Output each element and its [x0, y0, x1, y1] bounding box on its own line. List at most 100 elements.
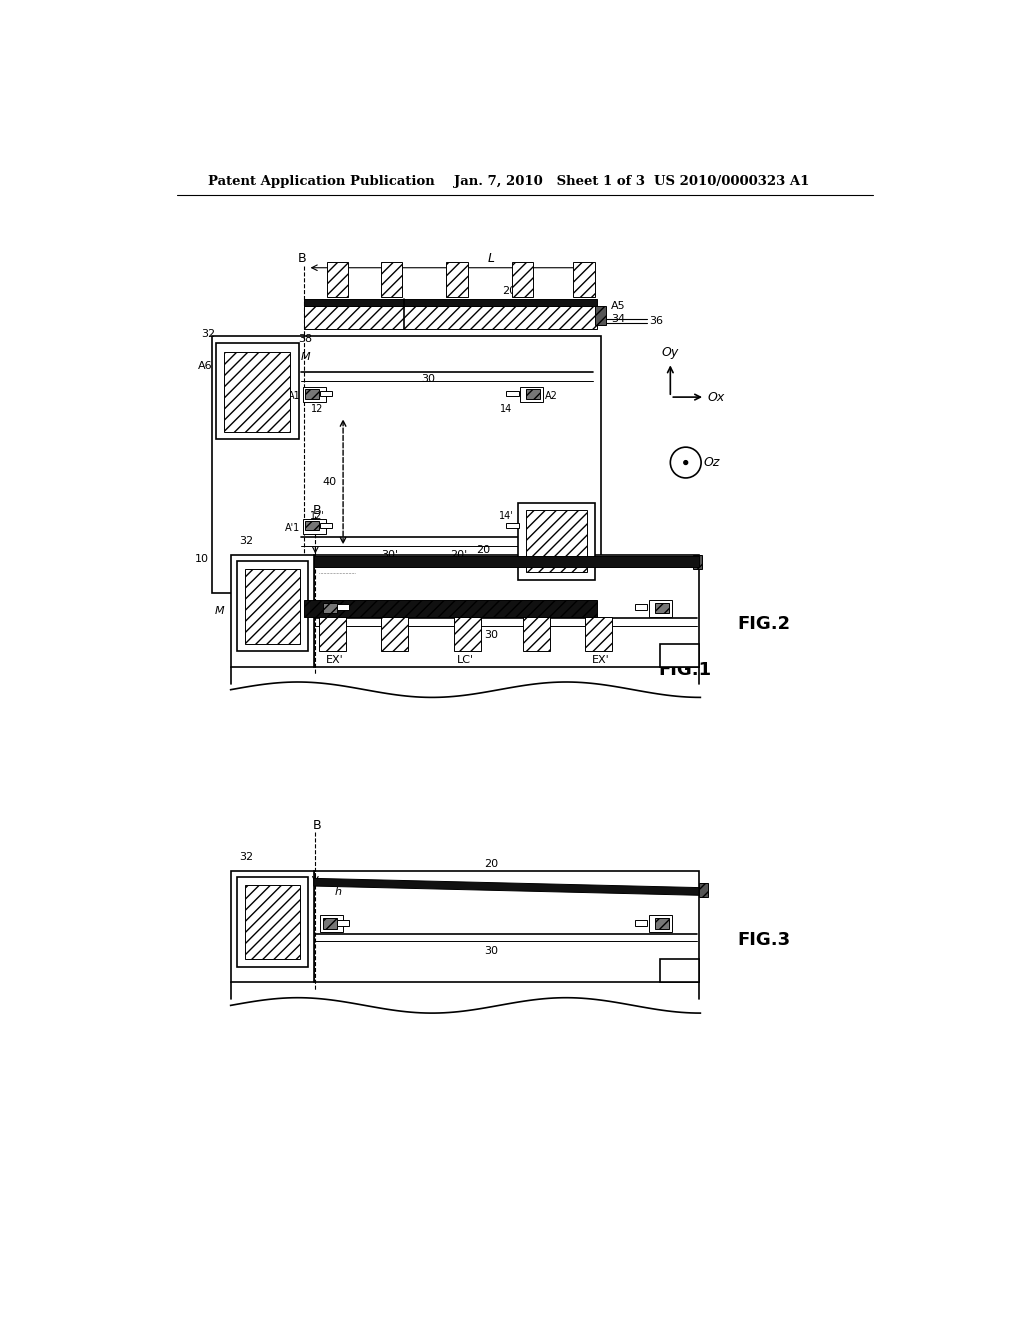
Bar	[698, 883, 708, 896]
Text: A2: A2	[545, 391, 557, 401]
Bar	[506, 391, 518, 396]
Bar	[660, 960, 698, 982]
Bar	[512, 263, 534, 297]
Bar	[245, 569, 300, 644]
Bar	[237, 561, 307, 651]
Text: Patent Application Publication: Patent Application Publication	[208, 176, 434, 187]
Bar	[245, 884, 300, 960]
Bar	[313, 554, 698, 667]
Text: 34: 34	[611, 314, 625, 323]
Bar	[525, 511, 587, 572]
Text: h: h	[319, 298, 327, 309]
Bar	[595, 306, 605, 326]
Bar	[655, 919, 669, 929]
Bar	[212, 335, 601, 594]
Text: A5: A5	[610, 301, 626, 312]
Bar	[573, 263, 595, 297]
Text: B: B	[312, 504, 322, 517]
Bar	[523, 616, 550, 651]
Bar	[526, 521, 541, 531]
Text: 20: 20	[502, 286, 516, 296]
Text: 12': 12'	[309, 511, 325, 520]
Bar	[585, 616, 611, 651]
Text: A'5: A'5	[271, 606, 287, 615]
Bar	[319, 523, 333, 528]
Text: 20: 20	[484, 859, 498, 870]
Polygon shape	[313, 878, 698, 895]
Bar	[293, 603, 302, 614]
Bar	[526, 389, 541, 399]
Bar	[520, 519, 544, 535]
Text: 20': 20'	[450, 550, 467, 560]
Text: LC: LC	[451, 310, 465, 321]
Text: B: B	[312, 820, 322, 833]
Bar	[506, 523, 518, 528]
Text: FIG.2: FIG.2	[737, 615, 791, 634]
Text: A'2: A'2	[544, 523, 559, 533]
Bar	[660, 644, 698, 667]
Text: 20: 20	[476, 545, 490, 556]
Bar	[649, 915, 672, 932]
Bar	[313, 871, 698, 982]
Bar	[327, 263, 348, 297]
Text: M: M	[215, 606, 224, 616]
Bar	[381, 263, 402, 297]
Text: h: h	[335, 560, 342, 569]
Text: 32: 32	[239, 851, 253, 862]
Bar	[304, 599, 597, 616]
Bar	[230, 554, 313, 667]
Bar	[649, 599, 672, 616]
Bar	[305, 521, 319, 531]
Text: Oz: Oz	[703, 455, 720, 469]
Bar	[230, 871, 313, 982]
Text: 14: 14	[500, 404, 512, 413]
Text: 30: 30	[421, 375, 435, 384]
Text: A6: A6	[198, 362, 213, 371]
Text: 38: 38	[298, 334, 312, 345]
Text: A'1: A'1	[285, 523, 300, 533]
Text: A1: A1	[288, 391, 300, 401]
Text: 30': 30'	[381, 550, 398, 560]
Bar	[319, 915, 343, 932]
Bar	[303, 387, 326, 403]
Text: FIG.3: FIG.3	[737, 931, 791, 949]
Text: 32: 32	[202, 329, 215, 339]
Bar	[323, 603, 337, 614]
Text: Ox: Ox	[708, 391, 725, 404]
Bar	[635, 605, 647, 610]
Text: 14': 14'	[499, 511, 514, 520]
Text: h: h	[335, 887, 342, 898]
Text: 40: 40	[323, 477, 336, 487]
Bar	[319, 391, 333, 396]
Text: 36: 36	[649, 315, 664, 326]
Bar	[223, 352, 290, 432]
Bar	[303, 519, 326, 535]
Text: 30: 30	[484, 945, 498, 956]
Bar	[216, 343, 299, 440]
Bar	[454, 616, 481, 651]
Text: Jan. 7, 2010   Sheet 1 of 3: Jan. 7, 2010 Sheet 1 of 3	[454, 176, 645, 187]
Text: 32: 32	[239, 536, 253, 546]
Bar	[304, 306, 597, 330]
Text: EX': EX'	[592, 656, 609, 665]
Bar	[313, 557, 698, 568]
Text: US 2010/0000323 A1: US 2010/0000323 A1	[654, 176, 810, 187]
Bar	[520, 387, 544, 403]
Bar	[446, 263, 468, 297]
Text: 12: 12	[310, 404, 324, 413]
Bar	[692, 554, 701, 569]
Text: M: M	[300, 352, 310, 362]
Bar	[237, 876, 307, 966]
Bar	[323, 919, 337, 929]
Bar	[337, 605, 349, 610]
Text: L: L	[487, 252, 495, 265]
Bar	[655, 603, 669, 614]
Bar	[304, 298, 597, 306]
Circle shape	[684, 461, 688, 465]
Bar	[518, 503, 595, 579]
Bar	[319, 616, 346, 651]
Bar	[319, 599, 343, 616]
Text: Oy: Oy	[662, 346, 679, 359]
Bar	[381, 616, 408, 651]
Text: EX: EX	[343, 310, 357, 321]
